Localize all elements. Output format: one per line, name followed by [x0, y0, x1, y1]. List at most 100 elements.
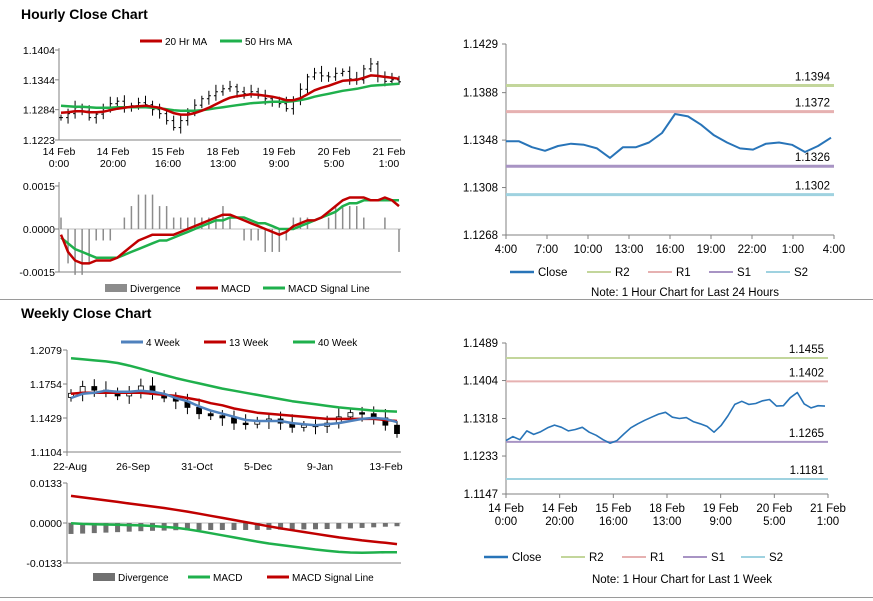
close-line [506, 113, 832, 159]
legend-divergence: Divergence [118, 573, 169, 584]
candle-body [266, 418, 272, 422]
bottom-divider [0, 597, 873, 598]
level-label-r1: 1.1402 [789, 367, 824, 379]
level-label-s2: 1.1302 [795, 181, 830, 193]
legend-macd: MACD [221, 284, 250, 295]
candle-body [359, 412, 365, 415]
level-label-r2: 1.1394 [795, 72, 831, 84]
x-tick-label-time: 13:00 [210, 158, 236, 170]
weekly-section-title: Weekly Close Chart [21, 305, 152, 321]
candle-body [347, 412, 354, 418]
candle-body [161, 393, 168, 399]
hourly-section-title: Hourly Close Chart [21, 6, 148, 22]
level-label-s2: 1.1181 [790, 465, 824, 477]
divergence-bar [254, 523, 260, 530]
section-divider [0, 299, 873, 300]
divergence-bar [289, 523, 295, 530]
y-tick-label: 1.1223 [23, 135, 55, 147]
x-tick-label-time: 20:00 [545, 516, 574, 528]
x-tick-label-date: 19 Feb [263, 146, 296, 158]
x-tick-label: 19:00 [697, 244, 726, 256]
y-tick-label: 0.0133 [30, 478, 62, 490]
divergence-bar [91, 523, 97, 534]
y-tick-label: 1.1344 [23, 75, 55, 87]
legend-50hrs-ma: 50 Hrs MA [245, 37, 293, 48]
x-tick-label-time: 5:00 [324, 158, 345, 170]
candle-body [242, 422, 249, 426]
chart-note: Note: 1 Hour Chart for Last 1 Week [592, 574, 772, 586]
candle-body [126, 391, 133, 397]
legend-close: Close [538, 267, 567, 279]
divergence-bar [394, 523, 400, 527]
divergence-bar [347, 523, 353, 529]
x-tick-label-time: 13:00 [653, 516, 682, 528]
y-tick-label: 1.1388 [463, 88, 498, 100]
candle-body [184, 400, 191, 408]
divergence-bar [80, 523, 86, 534]
candle-body [207, 413, 214, 417]
divergence-bar [161, 523, 167, 531]
x-tick-label: 9-Jan [307, 461, 333, 473]
divergence-bar [243, 523, 249, 530]
x-tick-label-time: 0:00 [49, 158, 70, 170]
level-label-s1: 1.1326 [795, 152, 830, 164]
candle-body [394, 424, 400, 434]
x-tick-label-time: 5:00 [763, 516, 785, 528]
legend-r1: R1 [650, 552, 665, 564]
legend-close: Close [512, 552, 541, 564]
candle-body [324, 422, 331, 427]
legend-s2: S2 [794, 267, 808, 279]
x-tick-label-date: 15 Feb [595, 503, 631, 515]
divergence-bar [231, 523, 237, 530]
candle-body [254, 420, 261, 425]
x-tick-label-time: 16:00 [599, 516, 628, 528]
candle-body [277, 418, 284, 424]
divergence-bar [68, 523, 74, 534]
candle-body [335, 416, 342, 424]
divergence-bar [336, 523, 342, 529]
x-tick-label: 13-Feb [369, 461, 402, 473]
candle-body [103, 389, 109, 393]
divergence-bar [173, 523, 179, 531]
candle-body [312, 424, 319, 428]
legend-divergence-swatch [93, 573, 115, 581]
x-tick-label: 7:00 [536, 244, 558, 256]
x-tick-label: 31-Oct [181, 461, 213, 473]
signal-line [60, 199, 399, 259]
x-tick-label-date: 18 Feb [207, 146, 240, 158]
x-tick-label: 5-Dec [244, 461, 272, 473]
x-tick-label-date: 14 Feb [542, 503, 578, 515]
divergence-bar [359, 523, 365, 528]
divergence-bar [126, 523, 132, 532]
x-tick-label: 4:00 [495, 244, 517, 256]
wk40-line [70, 357, 398, 413]
divergence-bar [278, 523, 284, 530]
x-tick-label-time: 9:00 [269, 158, 290, 170]
legend-13-week: 13 Week [229, 338, 269, 349]
divergence-bar [150, 523, 155, 531]
y-tick-label: 1.1318 [463, 414, 498, 426]
y-tick-label: -0.0133 [26, 558, 62, 570]
candle-body [137, 385, 144, 393]
x-tick-label-time: 1:00 [817, 516, 839, 528]
x-tick-label: 4:00 [823, 244, 845, 256]
x-tick-label-date: 19 Feb [703, 503, 739, 515]
wk13-line [70, 391, 398, 423]
ma50-line [60, 82, 400, 112]
legend-s1: S1 [711, 552, 725, 564]
legend-r2: R2 [615, 267, 630, 279]
x-tick-label-time: 1:00 [379, 158, 400, 170]
y-tick-label: 1.1489 [463, 338, 498, 350]
divergence-bar [138, 523, 144, 532]
x-tick-label-date: 20 Feb [318, 146, 351, 158]
x-tick-label: 22:00 [738, 244, 767, 256]
candle-body [382, 417, 389, 426]
divergence-bar [208, 523, 214, 530]
y-tick-label: 0.0015 [23, 181, 55, 193]
y-tick-label: 0.0000 [23, 224, 55, 236]
x-tick-label-time: 0:00 [495, 516, 517, 528]
candle-body [370, 413, 377, 419]
